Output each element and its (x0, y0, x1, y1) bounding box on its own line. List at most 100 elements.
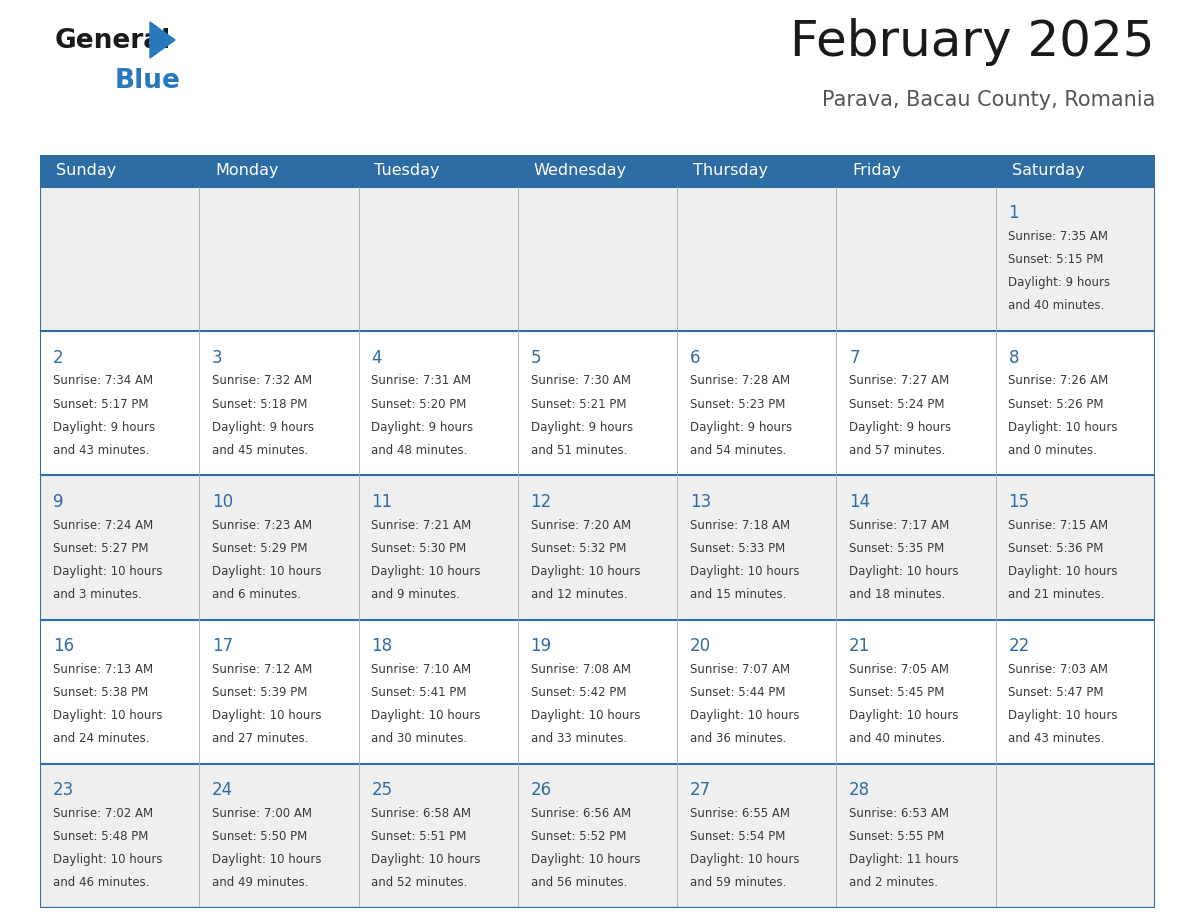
Text: Daylight: 10 hours: Daylight: 10 hours (372, 709, 481, 722)
Text: Sunset: 5:36 PM: Sunset: 5:36 PM (1009, 542, 1104, 554)
Bar (677, 764, 836, 908)
Text: Daylight: 9 hours: Daylight: 9 hours (52, 420, 154, 433)
Text: Sunset: 5:33 PM: Sunset: 5:33 PM (690, 542, 785, 554)
Text: Sunrise: 7:23 AM: Sunrise: 7:23 AM (211, 519, 312, 532)
Text: Sunrise: 7:27 AM: Sunrise: 7:27 AM (849, 375, 949, 387)
Text: and 18 minutes.: and 18 minutes. (849, 588, 946, 601)
Text: Sunrise: 7:13 AM: Sunrise: 7:13 AM (52, 663, 153, 676)
Text: Parava, Bacau County, Romania: Parava, Bacau County, Romania (822, 90, 1155, 110)
Text: 25: 25 (372, 781, 392, 799)
Bar (996, 620, 1155, 764)
Text: 16: 16 (52, 637, 74, 655)
Bar (677, 331, 836, 476)
Bar (518, 187, 677, 331)
Text: Daylight: 10 hours: Daylight: 10 hours (849, 709, 959, 722)
Bar (40, 331, 200, 476)
Bar (359, 155, 518, 187)
Text: Sunrise: 7:02 AM: Sunrise: 7:02 AM (52, 807, 153, 820)
Text: 12: 12 (531, 493, 552, 510)
Text: and 12 minutes.: and 12 minutes. (531, 588, 627, 601)
Text: 13: 13 (690, 493, 712, 510)
Text: and 40 minutes.: and 40 minutes. (849, 732, 946, 745)
Text: and 59 minutes.: and 59 minutes. (690, 877, 786, 890)
Bar (40, 476, 200, 620)
Text: Sunrise: 7:03 AM: Sunrise: 7:03 AM (1009, 663, 1108, 676)
Text: Sunset: 5:29 PM: Sunset: 5:29 PM (211, 542, 308, 554)
Text: and 2 minutes.: and 2 minutes. (849, 877, 939, 890)
Text: Sunrise: 7:31 AM: Sunrise: 7:31 AM (372, 375, 472, 387)
Bar (40, 187, 200, 331)
Text: Sunset: 5:48 PM: Sunset: 5:48 PM (52, 830, 148, 843)
Text: Daylight: 9 hours: Daylight: 9 hours (690, 420, 792, 433)
Text: Sunrise: 6:58 AM: Sunrise: 6:58 AM (372, 807, 472, 820)
Text: and 45 minutes.: and 45 minutes. (211, 443, 309, 456)
Text: Friday: Friday (852, 163, 902, 178)
Bar (200, 764, 359, 908)
Text: and 46 minutes.: and 46 minutes. (52, 877, 150, 890)
Text: 11: 11 (372, 493, 392, 510)
Text: and 54 minutes.: and 54 minutes. (690, 443, 786, 456)
Text: and 3 minutes.: and 3 minutes. (52, 588, 141, 601)
Text: and 56 minutes.: and 56 minutes. (531, 877, 627, 890)
Bar (996, 155, 1155, 187)
Text: General: General (55, 28, 171, 54)
Text: February 2025: February 2025 (790, 18, 1155, 66)
Bar (836, 331, 996, 476)
Text: 19: 19 (531, 637, 551, 655)
Text: Sunrise: 6:56 AM: Sunrise: 6:56 AM (531, 807, 631, 820)
Text: Daylight: 10 hours: Daylight: 10 hours (1009, 420, 1118, 433)
Text: 18: 18 (372, 637, 392, 655)
Text: Sunset: 5:21 PM: Sunset: 5:21 PM (531, 397, 626, 410)
Text: and 21 minutes.: and 21 minutes. (1009, 588, 1105, 601)
Text: Sunrise: 6:53 AM: Sunrise: 6:53 AM (849, 807, 949, 820)
Bar (40, 620, 200, 764)
Text: Monday: Monday (215, 163, 279, 178)
Text: Sunset: 5:32 PM: Sunset: 5:32 PM (531, 542, 626, 554)
Text: and 43 minutes.: and 43 minutes. (52, 443, 150, 456)
Bar (996, 187, 1155, 331)
Text: Daylight: 9 hours: Daylight: 9 hours (211, 420, 314, 433)
Text: Wednesday: Wednesday (533, 163, 627, 178)
Text: Daylight: 10 hours: Daylight: 10 hours (1009, 565, 1118, 577)
Bar (836, 187, 996, 331)
Text: and 6 minutes.: and 6 minutes. (211, 588, 301, 601)
Text: Sunset: 5:44 PM: Sunset: 5:44 PM (690, 686, 785, 699)
Text: and 15 minutes.: and 15 minutes. (690, 588, 786, 601)
Text: Daylight: 10 hours: Daylight: 10 hours (531, 565, 640, 577)
Text: Sunrise: 7:26 AM: Sunrise: 7:26 AM (1009, 375, 1108, 387)
Text: Sunrise: 7:12 AM: Sunrise: 7:12 AM (211, 663, 312, 676)
Text: Sunset: 5:41 PM: Sunset: 5:41 PM (372, 686, 467, 699)
Text: Daylight: 9 hours: Daylight: 9 hours (531, 420, 633, 433)
Bar (40, 155, 200, 187)
Bar (677, 620, 836, 764)
Text: Daylight: 11 hours: Daylight: 11 hours (849, 853, 959, 867)
Text: Thursday: Thursday (693, 163, 769, 178)
Text: Sunset: 5:35 PM: Sunset: 5:35 PM (849, 542, 944, 554)
Text: 15: 15 (1009, 493, 1030, 510)
Text: Sunrise: 7:35 AM: Sunrise: 7:35 AM (1009, 230, 1108, 243)
Text: 6: 6 (690, 349, 701, 366)
Bar (200, 476, 359, 620)
Text: 21: 21 (849, 637, 871, 655)
Text: Sunset: 5:17 PM: Sunset: 5:17 PM (52, 397, 148, 410)
Text: Daylight: 10 hours: Daylight: 10 hours (690, 565, 800, 577)
Text: 8: 8 (1009, 349, 1019, 366)
Text: Sunset: 5:50 PM: Sunset: 5:50 PM (211, 830, 308, 843)
Text: Daylight: 10 hours: Daylight: 10 hours (690, 709, 800, 722)
Text: Sunrise: 7:15 AM: Sunrise: 7:15 AM (1009, 519, 1108, 532)
Bar (200, 155, 359, 187)
Bar (359, 187, 518, 331)
Bar (200, 187, 359, 331)
Text: Sunrise: 6:55 AM: Sunrise: 6:55 AM (690, 807, 790, 820)
Text: Sunset: 5:20 PM: Sunset: 5:20 PM (372, 397, 467, 410)
Text: Sunday: Sunday (56, 163, 116, 178)
Text: Daylight: 10 hours: Daylight: 10 hours (849, 565, 959, 577)
Text: and 24 minutes.: and 24 minutes. (52, 732, 150, 745)
Text: and 49 minutes.: and 49 minutes. (211, 877, 309, 890)
Text: and 36 minutes.: and 36 minutes. (690, 732, 786, 745)
Bar (518, 331, 677, 476)
Bar (677, 155, 836, 187)
Bar (359, 620, 518, 764)
Bar (836, 620, 996, 764)
Text: Sunset: 5:38 PM: Sunset: 5:38 PM (52, 686, 148, 699)
